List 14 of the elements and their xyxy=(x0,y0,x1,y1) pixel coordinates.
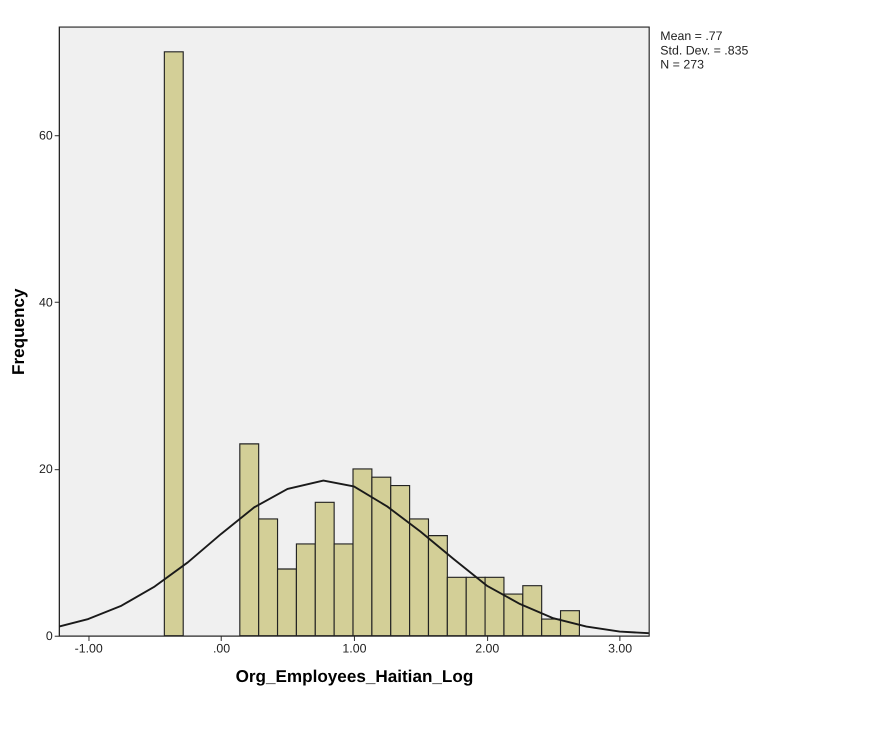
text: Std. Dev. = .835 xyxy=(660,43,748,58)
y-tick-label: 0 xyxy=(46,629,53,644)
x-tick-label: 3.00 xyxy=(608,641,632,656)
text: Mean = .77 xyxy=(660,29,723,44)
x-tick-label: -1.00 xyxy=(74,641,103,656)
text: N = 273 xyxy=(660,58,704,72)
y-tick-label: 40 xyxy=(39,295,53,310)
x-tick-label: 2.00 xyxy=(475,641,500,656)
x-tick-label: 1.00 xyxy=(342,641,367,656)
y-tick-label: 60 xyxy=(39,128,53,143)
x-tick-label: .00 xyxy=(212,641,230,656)
y-axis-title: Frequency xyxy=(8,288,28,376)
y-tick-label: 20 xyxy=(39,462,53,476)
x-axis-title: Org_Employees_Haitian_Log xyxy=(236,666,474,686)
